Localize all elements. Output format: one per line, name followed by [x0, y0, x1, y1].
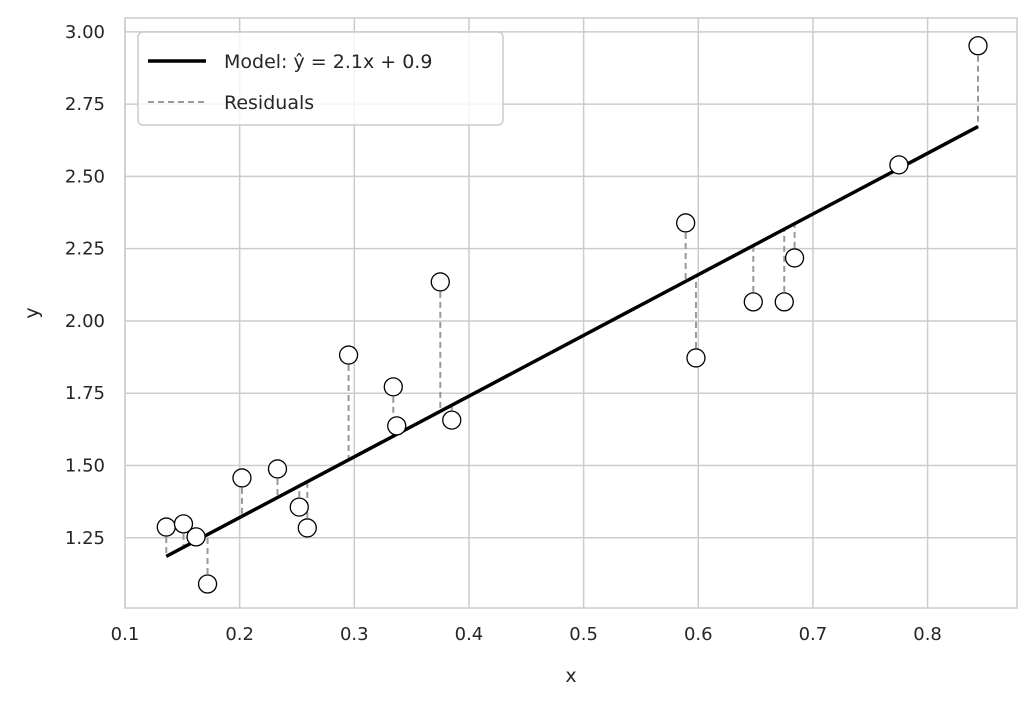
y-tick-label: 2.25 — [65, 239, 105, 260]
data-point — [676, 213, 696, 233]
model-line — [165, 125, 979, 558]
x-axis-label: x — [565, 665, 576, 687]
y-tick-label: 1.50 — [65, 455, 105, 476]
data-point — [743, 292, 763, 312]
grid — [124, 18, 1017, 608]
x-tick-label: 0.8 — [913, 624, 942, 645]
x-tick-label: 0.4 — [455, 624, 484, 645]
data-point — [686, 348, 706, 368]
data-point — [232, 468, 252, 488]
y-tick-label: 2.00 — [65, 311, 105, 332]
tick-labels: 0.1 0.2 0.3 0.4 0.5 0.6 0.7 0.8 1.25 1.50 1.75 2.00… — [65, 22, 942, 645]
data-point — [156, 517, 176, 537]
data-point — [968, 36, 988, 56]
data-point — [442, 410, 462, 430]
data-point — [383, 377, 403, 397]
legend-residuals-label: Residuals — [224, 92, 314, 114]
y-tick-label: 2.75 — [65, 94, 105, 115]
x-tick-label: 0.3 — [340, 624, 369, 645]
x-tick-label: 0.2 — [225, 624, 254, 645]
data-point — [430, 272, 450, 292]
points — [156, 36, 988, 594]
data-point — [784, 248, 805, 268]
x-tick-label: 0.6 — [684, 624, 713, 645]
y-tick-label: 3.00 — [65, 22, 105, 43]
y-tick-label: 1.75 — [65, 383, 105, 404]
data-point — [387, 416, 407, 436]
plot-frame — [124, 17, 1018, 609]
data-point — [338, 345, 359, 365]
y-tick-label: 1.25 — [65, 528, 105, 549]
residuals — [165, 45, 980, 585]
data-point — [889, 155, 909, 175]
legend-model-label: Model: ŷ = 2.1x + 0.9 — [224, 51, 432, 73]
data-point — [197, 574, 218, 594]
legend: Model: ŷ = 2.1x + 0.9 Residuals — [137, 31, 504, 126]
data-point — [289, 497, 309, 517]
data-point — [267, 459, 288, 479]
x-tick-label: 0.5 — [569, 624, 598, 645]
data-point — [173, 514, 194, 534]
data-point — [186, 527, 206, 547]
legend-box — [137, 31, 504, 126]
y-tick-label: 2.50 — [65, 166, 105, 187]
data-point — [774, 292, 794, 312]
y-axis-label: y — [21, 307, 43, 318]
data-point — [297, 518, 317, 538]
x-tick-label: 0.1 — [111, 624, 140, 645]
x-tick-label: 0.7 — [799, 624, 828, 645]
